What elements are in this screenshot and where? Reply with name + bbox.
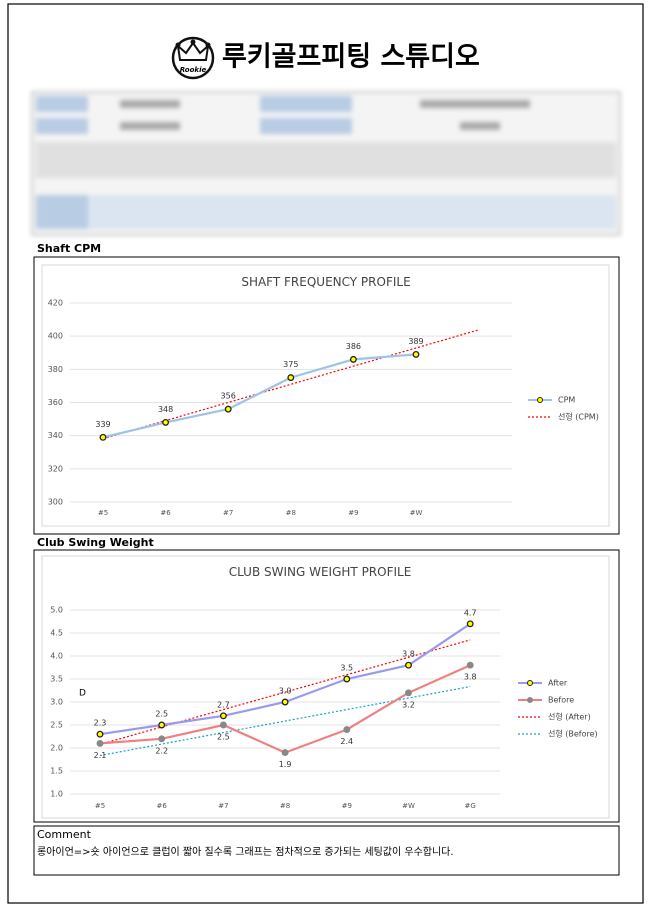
x-tick-label: #8 [286, 509, 296, 517]
y-tick-label: 1.0 [50, 790, 63, 799]
y-tick-label: 420 [48, 299, 63, 308]
data-point [96, 730, 104, 738]
x-tick-label: #6 [157, 802, 168, 810]
page-title: 루키골프피팅 스튜디오 [222, 42, 480, 73]
data-label: 3.0 [279, 687, 292, 696]
data-point [224, 405, 232, 413]
x-tick-label: #5 [95, 802, 105, 810]
data-label: 2.4 [340, 737, 353, 746]
data-label: 2.3 [94, 719, 107, 728]
chart-title: CLUB SWING WEIGHT PROFILE [229, 565, 412, 579]
legend-marker [527, 680, 533, 686]
data-point [343, 726, 351, 734]
y-tick-label: 2.0 [50, 744, 63, 753]
logo [171, 36, 215, 80]
y-tick-label: 300 [48, 498, 63, 507]
blurred-table [31, 91, 621, 236]
data-point [287, 374, 295, 382]
data-point [405, 689, 412, 697]
data-point [466, 661, 474, 669]
data-point [466, 620, 474, 628]
y-tick-label: 400 [48, 332, 63, 341]
annotation: D [79, 688, 86, 698]
data-label: 375 [283, 360, 298, 369]
x-tick-label: #9 [348, 509, 358, 517]
data-label: 386 [346, 342, 361, 351]
x-tick-label: #W [402, 802, 415, 810]
y-tick-label: 3.5 [50, 675, 63, 684]
x-tick-label: #7 [223, 509, 233, 517]
legend-marker [527, 697, 533, 703]
series-line [102, 353, 417, 439]
data-label: 2.5 [217, 733, 230, 742]
x-tick-label: #W [410, 509, 423, 517]
data-label: 2.2 [155, 746, 168, 755]
data-label: 339 [95, 420, 110, 429]
data-label: 2.7 [217, 700, 230, 709]
data-label: 1.9 [279, 760, 292, 769]
y-tick-label: 4.5 [50, 629, 63, 638]
data-label: 3.8 [402, 650, 415, 659]
section-label: Shaft CPM [37, 242, 101, 255]
x-tick-label: #7 [218, 802, 228, 810]
section-label: Club Swing Weight [37, 536, 154, 549]
y-tick-label: 2.5 [50, 721, 63, 730]
data-point [158, 721, 166, 729]
data-point [158, 735, 166, 743]
legend-label: After [548, 679, 568, 688]
x-tick-label: #6 [160, 509, 171, 517]
data-point [219, 712, 227, 720]
comment-box [33, 825, 620, 876]
data-label: 3.2 [402, 700, 415, 709]
data-point [96, 739, 104, 747]
x-tick-label: #G [465, 802, 476, 810]
y-tick-label: 5.0 [50, 606, 63, 615]
trendline [99, 685, 471, 757]
data-label: 2.1 [94, 751, 107, 760]
legend-label: CPM [558, 396, 575, 405]
chart-frame [41, 264, 610, 527]
y-tick-label: 320 [48, 464, 63, 473]
y-tick-label: 4.0 [50, 652, 63, 661]
data-point [281, 698, 289, 706]
data-label: 356 [221, 392, 236, 401]
y-tick-label: 340 [48, 431, 63, 440]
x-tick-label: #5 [98, 509, 108, 517]
legend-label: Before [548, 696, 574, 705]
data-label: 4.7 [464, 608, 477, 617]
chart-title: SHAFT FREQUENCY PROFILE [241, 275, 410, 289]
legend-label: 선형 (CPM) [558, 413, 599, 422]
y-tick-label: 380 [48, 365, 63, 374]
data-point [162, 418, 170, 426]
y-tick-label: 360 [48, 398, 63, 407]
data-label: 3.8 [464, 673, 477, 682]
data-label: 2.5 [155, 710, 168, 719]
data-point [219, 721, 227, 729]
data-label: 389 [408, 337, 423, 346]
legend-label: 선형 (After) [548, 713, 591, 722]
comment-text: 롱아이언=>숏 아이언으로 클럽이 짧아 질수록 그래프는 점차적으로 증가되는… [37, 846, 454, 858]
data-label: 348 [158, 405, 173, 414]
legend-marker [537, 397, 543, 403]
x-tick-label: #9 [342, 802, 352, 810]
x-tick-label: #8 [280, 802, 290, 810]
logo-text: Rookie [180, 66, 207, 74]
y-tick-label: 1.5 [50, 767, 63, 776]
data-point [343, 675, 351, 683]
data-point [412, 350, 420, 358]
data-point [281, 749, 289, 757]
data-label: 3.5 [340, 664, 353, 673]
data-point [405, 661, 412, 669]
data-point [349, 355, 357, 363]
data-point [99, 433, 107, 441]
comment-label: Comment [37, 828, 92, 841]
legend-label: 선형 (Before) [548, 730, 598, 739]
y-tick-label: 3.0 [50, 698, 63, 707]
